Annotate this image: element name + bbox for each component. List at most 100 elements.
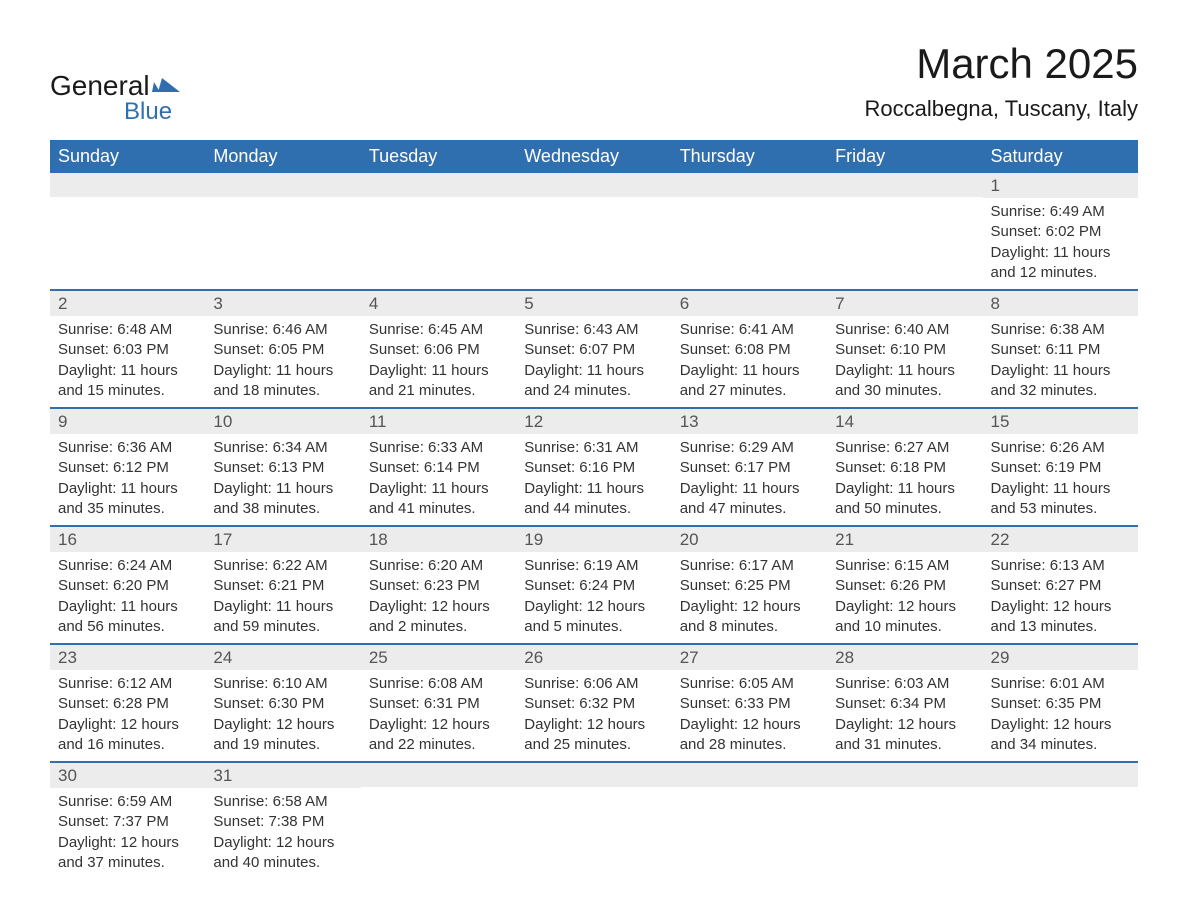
- week-row: 30Sunrise: 6:59 AMSunset: 7:37 PMDayligh…: [50, 761, 1138, 879]
- day-body: [983, 787, 1138, 797]
- day-cell: 8Sunrise: 6:38 AMSunset: 6:11 PMDaylight…: [983, 291, 1138, 407]
- sunset-text: Sunset: 6:08 PM: [680, 340, 819, 360]
- day-cell: 26Sunrise: 6:06 AMSunset: 6:32 PMDayligh…: [516, 645, 671, 761]
- day-body: Sunrise: 6:08 AMSunset: 6:31 PMDaylight:…: [361, 670, 516, 761]
- daylight-text: Daylight: 11 hours and 24 minutes.: [524, 361, 663, 402]
- day-number: [516, 763, 671, 787]
- day-body: Sunrise: 6:46 AMSunset: 6:05 PMDaylight:…: [205, 316, 360, 407]
- day-cell: 31Sunrise: 6:58 AMSunset: 7:38 PMDayligh…: [205, 763, 360, 879]
- day-number: [50, 173, 205, 197]
- sunrise-text: Sunrise: 6:05 AM: [680, 674, 819, 694]
- day-cell: 3Sunrise: 6:46 AMSunset: 6:05 PMDaylight…: [205, 291, 360, 407]
- day-body: Sunrise: 6:15 AMSunset: 6:26 PMDaylight:…: [827, 552, 982, 643]
- weekday-header: Wednesday: [516, 140, 671, 173]
- day-cell: 17Sunrise: 6:22 AMSunset: 6:21 PMDayligh…: [205, 527, 360, 643]
- sunrise-text: Sunrise: 6:01 AM: [991, 674, 1130, 694]
- day-number: 4: [361, 291, 516, 316]
- day-cell: 28Sunrise: 6:03 AMSunset: 6:34 PMDayligh…: [827, 645, 982, 761]
- day-body: Sunrise: 6:36 AMSunset: 6:12 PMDaylight:…: [50, 434, 205, 525]
- weekday-header-row: Sunday Monday Tuesday Wednesday Thursday…: [50, 140, 1138, 173]
- sunrise-text: Sunrise: 6:40 AM: [835, 320, 974, 340]
- day-body: [672, 197, 827, 207]
- weekday-header: Thursday: [672, 140, 827, 173]
- day-cell: 14Sunrise: 6:27 AMSunset: 6:18 PMDayligh…: [827, 409, 982, 525]
- sunset-text: Sunset: 6:35 PM: [991, 694, 1130, 714]
- day-cell: 12Sunrise: 6:31 AMSunset: 6:16 PMDayligh…: [516, 409, 671, 525]
- daylight-text: Daylight: 11 hours and 47 minutes.: [680, 479, 819, 520]
- daylight-text: Daylight: 11 hours and 38 minutes.: [213, 479, 352, 520]
- sunrise-text: Sunrise: 6:17 AM: [680, 556, 819, 576]
- day-cell: [50, 173, 205, 289]
- sunset-text: Sunset: 6:18 PM: [835, 458, 974, 478]
- sunrise-text: Sunrise: 6:58 AM: [213, 792, 352, 812]
- day-body: Sunrise: 6:13 AMSunset: 6:27 PMDaylight:…: [983, 552, 1138, 643]
- day-number: 31: [205, 763, 360, 788]
- day-number: [827, 763, 982, 787]
- day-body: Sunrise: 6:49 AMSunset: 6:02 PMDaylight:…: [983, 198, 1138, 289]
- sunset-text: Sunset: 6:17 PM: [680, 458, 819, 478]
- day-body: Sunrise: 6:17 AMSunset: 6:25 PMDaylight:…: [672, 552, 827, 643]
- day-cell: 6Sunrise: 6:41 AMSunset: 6:08 PMDaylight…: [672, 291, 827, 407]
- sunrise-text: Sunrise: 6:12 AM: [58, 674, 197, 694]
- daylight-text: Daylight: 12 hours and 34 minutes.: [991, 715, 1130, 756]
- day-cell: [672, 763, 827, 879]
- daylight-text: Daylight: 12 hours and 22 minutes.: [369, 715, 508, 756]
- sunrise-text: Sunrise: 6:38 AM: [991, 320, 1130, 340]
- day-body: Sunrise: 6:03 AMSunset: 6:34 PMDaylight:…: [827, 670, 982, 761]
- daylight-text: Daylight: 12 hours and 5 minutes.: [524, 597, 663, 638]
- page-title: March 2025: [864, 40, 1138, 88]
- sunset-text: Sunset: 6:06 PM: [369, 340, 508, 360]
- day-cell: 15Sunrise: 6:26 AMSunset: 6:19 PMDayligh…: [983, 409, 1138, 525]
- day-number: 29: [983, 645, 1138, 670]
- day-body: Sunrise: 6:22 AMSunset: 6:21 PMDaylight:…: [205, 552, 360, 643]
- day-body: Sunrise: 6:01 AMSunset: 6:35 PMDaylight:…: [983, 670, 1138, 761]
- day-number: 14: [827, 409, 982, 434]
- day-number: 5: [516, 291, 671, 316]
- sunset-text: Sunset: 6:07 PM: [524, 340, 663, 360]
- day-body: [205, 197, 360, 207]
- sunset-text: Sunset: 6:33 PM: [680, 694, 819, 714]
- day-cell: [361, 173, 516, 289]
- sunrise-text: Sunrise: 6:24 AM: [58, 556, 197, 576]
- day-cell: 10Sunrise: 6:34 AMSunset: 6:13 PMDayligh…: [205, 409, 360, 525]
- day-number: 26: [516, 645, 671, 670]
- day-number: 10: [205, 409, 360, 434]
- day-cell: 7Sunrise: 6:40 AMSunset: 6:10 PMDaylight…: [827, 291, 982, 407]
- day-number: [361, 763, 516, 787]
- sunrise-text: Sunrise: 6:49 AM: [991, 202, 1130, 222]
- week-row: 9Sunrise: 6:36 AMSunset: 6:12 PMDaylight…: [50, 407, 1138, 525]
- sunrise-text: Sunrise: 6:29 AM: [680, 438, 819, 458]
- sunrise-text: Sunrise: 6:19 AM: [524, 556, 663, 576]
- day-cell: 20Sunrise: 6:17 AMSunset: 6:25 PMDayligh…: [672, 527, 827, 643]
- day-number: [827, 173, 982, 197]
- sunrise-text: Sunrise: 6:27 AM: [835, 438, 974, 458]
- day-body: [361, 787, 516, 797]
- day-number: 8: [983, 291, 1138, 316]
- daylight-text: Daylight: 11 hours and 35 minutes.: [58, 479, 197, 520]
- day-body: [827, 197, 982, 207]
- day-body: [516, 197, 671, 207]
- sunset-text: Sunset: 6:03 PM: [58, 340, 197, 360]
- sunset-text: Sunset: 6:28 PM: [58, 694, 197, 714]
- daylight-text: Daylight: 11 hours and 41 minutes.: [369, 479, 508, 520]
- sunset-text: Sunset: 6:05 PM: [213, 340, 352, 360]
- day-body: [672, 787, 827, 797]
- sunset-text: Sunset: 6:11 PM: [991, 340, 1130, 360]
- sunset-text: Sunset: 6:34 PM: [835, 694, 974, 714]
- sunset-text: Sunset: 6:10 PM: [835, 340, 974, 360]
- day-body: Sunrise: 6:43 AMSunset: 6:07 PMDaylight:…: [516, 316, 671, 407]
- sunset-text: Sunset: 6:26 PM: [835, 576, 974, 596]
- day-body: Sunrise: 6:26 AMSunset: 6:19 PMDaylight:…: [983, 434, 1138, 525]
- sunrise-text: Sunrise: 6:26 AM: [991, 438, 1130, 458]
- daylight-text: Daylight: 12 hours and 25 minutes.: [524, 715, 663, 756]
- sunset-text: Sunset: 6:31 PM: [369, 694, 508, 714]
- sunset-text: Sunset: 6:25 PM: [680, 576, 819, 596]
- day-body: Sunrise: 6:40 AMSunset: 6:10 PMDaylight:…: [827, 316, 982, 407]
- day-cell: [983, 763, 1138, 879]
- sunset-text: Sunset: 6:12 PM: [58, 458, 197, 478]
- location: Roccalbegna, Tuscany, Italy: [864, 96, 1138, 122]
- day-body: Sunrise: 6:34 AMSunset: 6:13 PMDaylight:…: [205, 434, 360, 525]
- day-number: 6: [672, 291, 827, 316]
- sunrise-text: Sunrise: 6:45 AM: [369, 320, 508, 340]
- day-number: 27: [672, 645, 827, 670]
